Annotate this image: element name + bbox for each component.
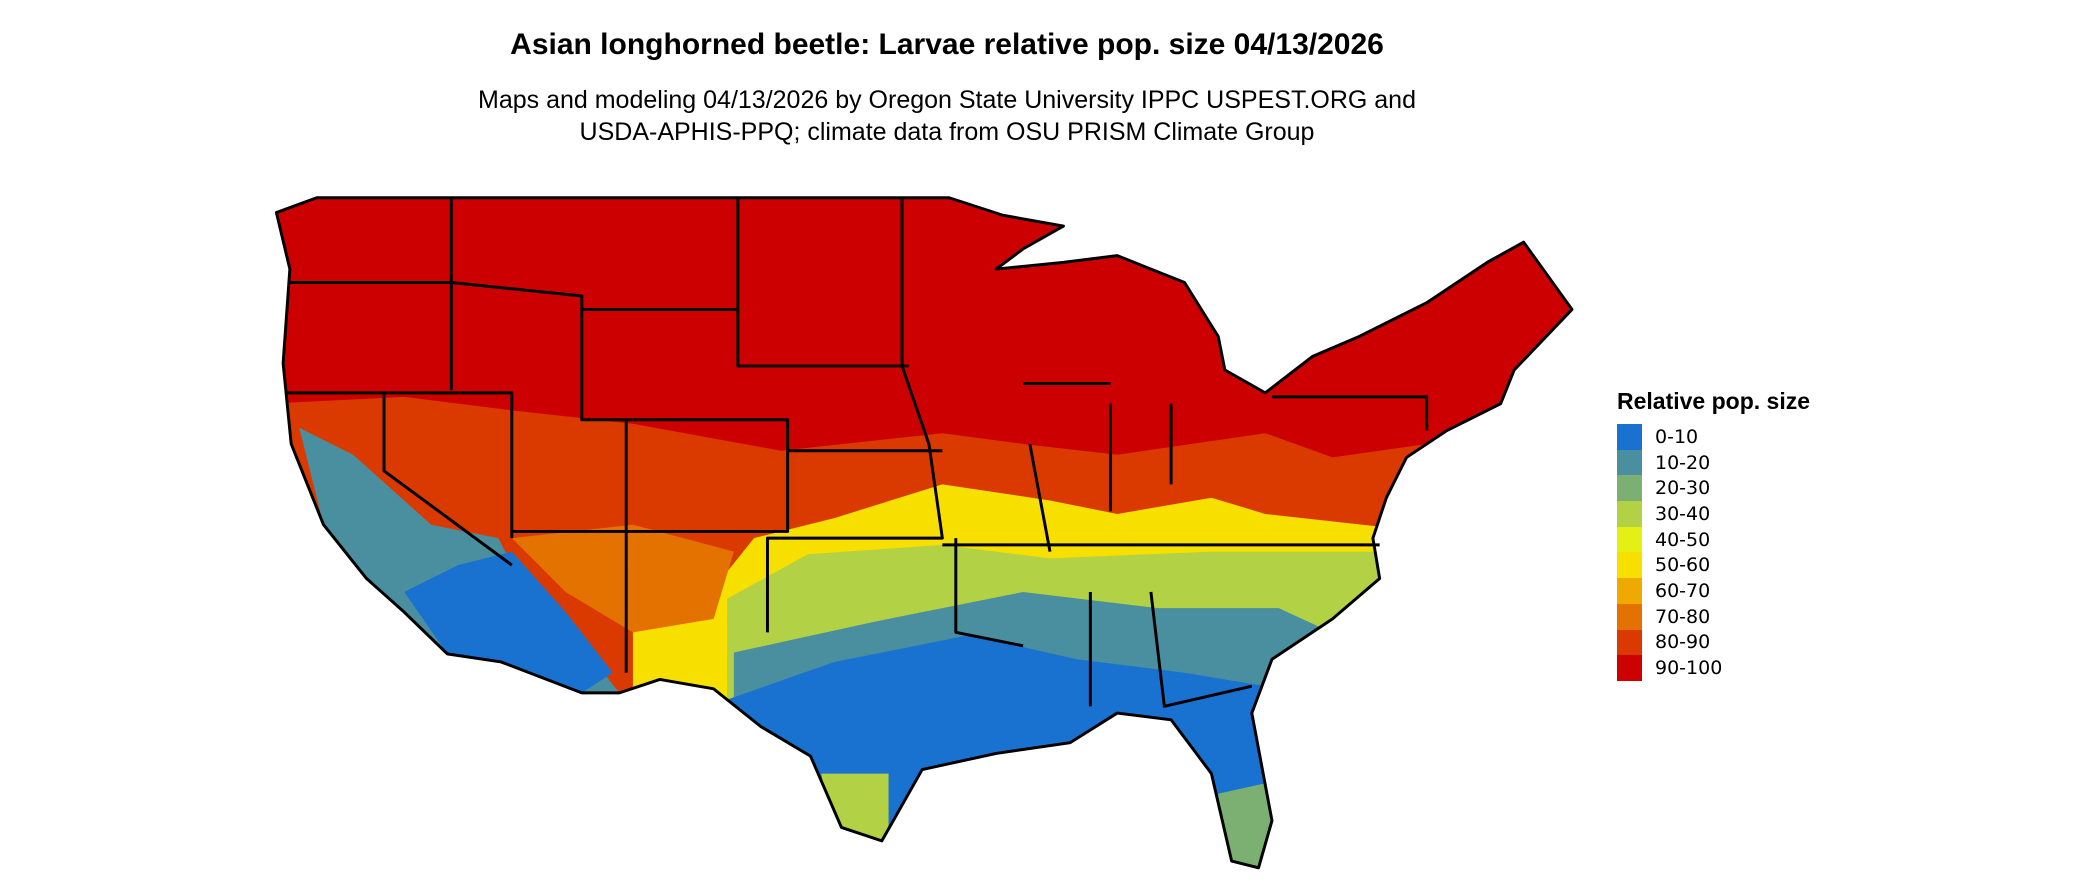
legend-swatch [1617, 501, 1642, 527]
legend-swatch [1617, 526, 1642, 553]
legend-swatch [1617, 449, 1642, 476]
legend-label: 60-70 [1655, 579, 1711, 602]
legend-item: 70-80 [1617, 603, 1810, 630]
map-subtitle-line2: USDA-APHIS-PPQ; climate data from OSU PR… [579, 118, 1315, 146]
legend-item: 80-90 [1617, 629, 1810, 656]
legend-label: 30-40 [1655, 502, 1711, 525]
map-title: Asian longhorned beetle: Larvae relative… [510, 28, 1384, 61]
legend-label: 70-80 [1655, 605, 1711, 628]
legend-label: 50-60 [1655, 554, 1711, 577]
legend-label: 10-20 [1655, 451, 1711, 474]
map-subtitle-line1: Maps and modeling 04/13/2026 by Oregon S… [478, 86, 1416, 114]
legend-swatch [1617, 475, 1642, 502]
legend-title: Relative pop. size [1617, 388, 1811, 414]
legend-label: 0-10 [1655, 425, 1699, 448]
legend-item: 60-70 [1617, 578, 1810, 604]
legend-swatch [1617, 603, 1642, 630]
legend-label: 90-100 [1655, 657, 1723, 680]
legend-label: 40-50 [1655, 528, 1711, 551]
legend-label: 20-30 [1655, 477, 1711, 500]
legend-swatch [1617, 655, 1642, 681]
legend: Relative pop. size 0-10 10-20 20-30 30-40 40… [1617, 388, 1810, 681]
state-borders [274, 196, 1574, 870]
legend-swatch [1617, 578, 1642, 604]
legend-item: 0-10 [1617, 424, 1810, 450]
legend-item: 10-20 [1617, 449, 1810, 476]
legend-item: 50-60 [1617, 552, 1810, 579]
legend-item: 90-100 [1617, 655, 1810, 681]
legend-item: 20-30 [1617, 475, 1810, 502]
zone-arizona [404, 551, 613, 693]
legend-swatch [1617, 552, 1642, 579]
zone-southwest-mid [511, 524, 734, 633]
zone-texas-south [821, 773, 889, 848]
legend-swatch [1617, 424, 1642, 450]
legend-swatch [1617, 629, 1642, 656]
legend-label: 80-90 [1655, 631, 1711, 654]
legend-item: 30-40 [1617, 501, 1810, 527]
legend-item: 40-50 [1617, 526, 1810, 553]
